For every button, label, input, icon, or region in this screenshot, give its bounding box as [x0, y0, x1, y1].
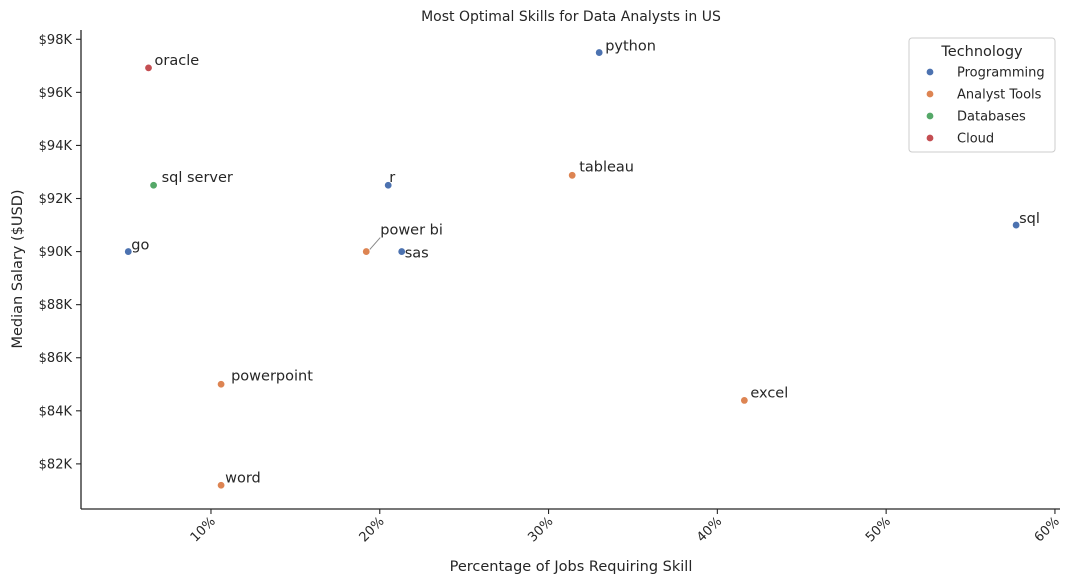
legend-entry-label: Programming — [957, 66, 1045, 81]
data-point-label: tableau — [579, 159, 634, 175]
legend-entry-label: Databases — [957, 110, 1026, 125]
y-tick-label: $88K — [39, 298, 73, 313]
data-point-labels: python oracle tableau sql server r sql go power… — [131, 39, 1040, 487]
data-point — [397, 247, 406, 256]
legend-marker — [925, 89, 935, 99]
x-axis-ticks: 10% 20% 30% 40% 50% 60% — [188, 509, 1063, 545]
leader-line — [368, 237, 381, 251]
y-tick-label: $84K — [39, 404, 73, 419]
data-point-label: word — [225, 470, 261, 486]
legend-marker — [925, 133, 935, 143]
data-point-label: sas — [405, 246, 429, 262]
data-point — [216, 481, 226, 490]
data-point — [216, 380, 226, 389]
y-axis-label: Median Salary ($USD) — [10, 189, 26, 348]
x-axis-label: Percentage of Jobs Requiring Skill — [450, 559, 693, 575]
data-point-label: oracle — [155, 53, 200, 69]
data-point — [362, 247, 371, 256]
y-tick-label: $96K — [39, 86, 73, 101]
x-tick-label: 10% — [188, 514, 219, 545]
data-point — [144, 63, 153, 73]
label-leader-lines — [368, 237, 381, 251]
legend-entry-label: Analyst Tools — [957, 88, 1042, 103]
x-tick-label: 30% — [525, 514, 556, 545]
y-tick-label: $82K — [39, 457, 73, 472]
y-tick-label: $86K — [39, 351, 73, 366]
data-point-label: sql — [1019, 211, 1040, 227]
data-point — [1011, 220, 1021, 230]
data-point-label: python — [605, 39, 656, 55]
data-point-label: sql server — [162, 170, 233, 186]
legend-marker — [925, 67, 935, 77]
legend-box — [908, 37, 1056, 153]
data-point — [384, 181, 393, 190]
x-tick-label: 40% — [694, 514, 725, 545]
y-tick-label: $90K — [39, 245, 73, 260]
x-tick-label: 20% — [357, 514, 388, 545]
legend-entry-label: Cloud — [957, 132, 994, 147]
data-point — [740, 396, 749, 405]
data-point-label: excel — [750, 385, 788, 401]
data-point-label: powerpoint — [231, 368, 313, 384]
y-tick-label: $92K — [39, 192, 73, 207]
data-point — [567, 171, 577, 180]
chart-title: Most Optimal Skills for Data Analysts in… — [421, 9, 721, 25]
data-point — [149, 181, 158, 190]
data-point-label: power bi — [380, 223, 443, 239]
data-point-label: go — [131, 238, 149, 254]
data-point — [124, 247, 133, 256]
y-tick-label: $98K — [39, 33, 73, 48]
data-point-label: r — [389, 170, 395, 186]
legend-title: Technology — [940, 44, 1023, 60]
data-points — [124, 48, 1021, 490]
data-point — [594, 48, 604, 57]
y-tick-label: $94K — [39, 139, 73, 154]
x-tick-label: 50% — [863, 514, 894, 545]
x-tick-label: 60% — [1032, 514, 1063, 545]
legend-entries: Programming Analyst Tools Databases Cloud — [925, 66, 1045, 147]
y-axis-ticks: $82K $84K $86K $88K $90K $92K $94K $96K $98K — [39, 33, 81, 472]
legend: Technology Programming Analyst Tools Datab… — [908, 37, 1056, 153]
legend-marker — [925, 111, 935, 121]
